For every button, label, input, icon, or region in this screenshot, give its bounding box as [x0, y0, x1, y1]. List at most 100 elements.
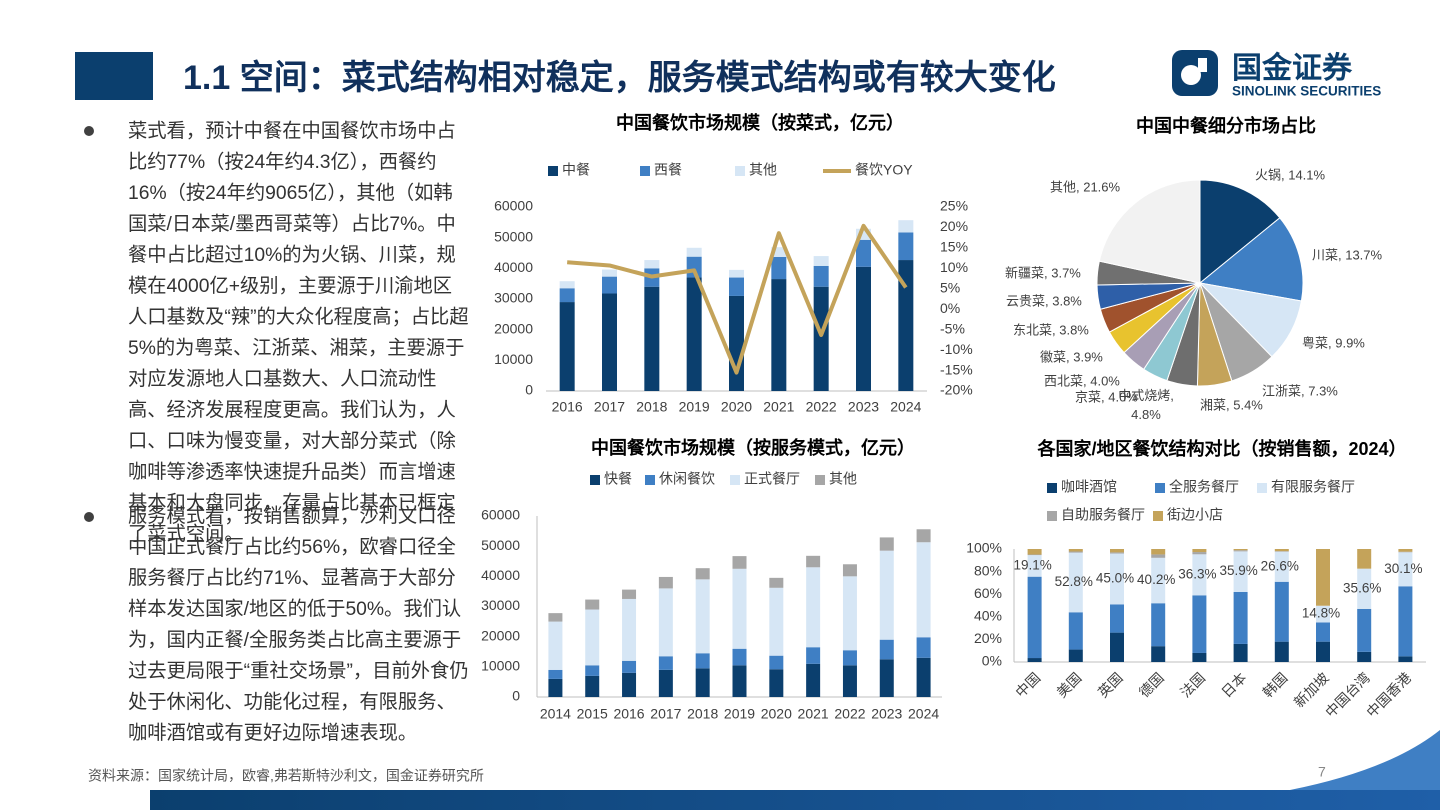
bar-segment: [879, 639, 894, 660]
bullet-text: 服务模式看，按销售额算，沙利文口径中国正式餐厅占比约56%，欧睿口径全服务餐厅占…: [128, 506, 469, 744]
x-tick-label: 中国: [1012, 669, 1043, 700]
logo-name: 国金证券: [1232, 51, 1353, 85]
x-tick-label: 2023: [848, 399, 879, 415]
bar-segment: [1110, 552, 1124, 554]
bullet-dot: [84, 126, 94, 136]
legend-swatch: [548, 166, 558, 176]
bar-segment: [1068, 552, 1083, 613]
bar-segment: [1151, 549, 1166, 555]
y2-tick-label: 0%: [940, 300, 960, 316]
legend-swatch: [815, 475, 825, 485]
bar-segment: [1151, 554, 1166, 558]
bar-segment: [602, 276, 617, 294]
bullet-text: 菜式看，预计中餐在中国餐饮市场中占比约77%（按24年约4.3亿），西餐约16%…: [128, 121, 469, 545]
logo-icon-mark: [1181, 65, 1201, 85]
bar-segment: [622, 672, 637, 697]
bar-segment: [916, 542, 931, 638]
bar-segment: [769, 669, 784, 697]
bar-segment: [879, 550, 894, 640]
bar-segment: [1068, 649, 1083, 662]
x-tick-label: 韩国: [1259, 669, 1290, 700]
data-label: 52.8%: [1055, 574, 1093, 589]
header-block: [75, 52, 153, 100]
bar-segment: [1110, 553, 1124, 605]
bar-segment: [1398, 552, 1413, 587]
bar-segment: [898, 232, 914, 261]
bar-segment: [1151, 603, 1166, 647]
x-tick-label: 2014: [540, 706, 571, 722]
slice-label: 火锅, 14.1%: [1255, 167, 1326, 182]
y2-tick-label: -5%: [940, 320, 965, 336]
y2-tick-label: 20%: [940, 218, 968, 234]
y-tick-label: 60%: [974, 585, 1002, 601]
bar-segment: [548, 669, 563, 679]
y2-tick-label: -15%: [940, 361, 973, 377]
y-tick-label: 10000: [494, 351, 533, 367]
x-tick-label: 2021: [798, 706, 829, 722]
bar-segment: [898, 220, 914, 233]
bar-segment: [602, 269, 617, 277]
bar-segment: [813, 286, 829, 391]
bar-segment: [916, 529, 931, 543]
pie-slice: [1198, 217, 1304, 302]
pie-slice: [1098, 179, 1201, 284]
bar-segment: [602, 293, 617, 391]
bar-segment: [898, 260, 914, 391]
legend-swatch: [1153, 511, 1163, 521]
x-tick-label: 法国: [1177, 669, 1208, 700]
slice-label: 其他, 21.6%: [1050, 179, 1121, 194]
bar-segment: [622, 598, 637, 661]
pie-slice: [1199, 179, 1281, 285]
bar-segment: [686, 277, 702, 391]
bar-segment: [1027, 554, 1042, 556]
bar-segment: [1233, 549, 1248, 551]
bar-segment: [585, 675, 600, 697]
legend-label: 快餐: [604, 471, 632, 487]
bar-segment: [585, 665, 600, 676]
bar-segment: [1110, 604, 1124, 633]
bar-segment: [769, 577, 784, 588]
bar-segment: [1068, 551, 1083, 553]
y-tick-label: 0: [525, 382, 533, 398]
y-tick-label: 100%: [966, 540, 1002, 556]
x-tick-label: 中国台湾: [1322, 669, 1373, 720]
bar-segment: [856, 228, 871, 240]
data-label: 35.6%: [1343, 580, 1381, 595]
bar-segment: [842, 665, 857, 697]
bar-segment: [916, 657, 931, 697]
logo-icon-mark: [1198, 58, 1207, 72]
bar-segment: [1274, 581, 1289, 642]
x-tick-label: 2016: [613, 706, 644, 722]
bar-segment: [622, 660, 637, 673]
legend-swatch: [1047, 483, 1057, 493]
legend-swatch: [735, 166, 745, 176]
x-tick-label: 2017: [594, 399, 625, 415]
slice-label: 江浙菜, 7.3%: [1262, 383, 1338, 398]
x-tick-label: 2019: [724, 706, 755, 722]
y2-tick-label: 25%: [940, 198, 968, 214]
bar-segment: [1027, 576, 1042, 659]
slice-label: 粤菜, 9.9%: [1302, 335, 1365, 350]
legend-label: 其他: [749, 162, 777, 178]
bar-segment: [1274, 551, 1289, 552]
x-tick-label: 2023: [871, 706, 902, 722]
bar-segment: [1192, 554, 1207, 596]
slice-label: 川菜, 13.7%: [1312, 247, 1383, 262]
x-tick-label: 美国: [1053, 669, 1084, 700]
bar-segment: [548, 678, 563, 697]
slice-label: 西北菜, 4.0%: [1044, 373, 1120, 388]
bar-segment: [806, 647, 821, 664]
x-tick-label: 德国: [1136, 669, 1167, 700]
bar-segment: [658, 656, 673, 670]
bar-segment: [729, 269, 744, 278]
legend-swatch: [640, 166, 650, 176]
bar-segment: [658, 576, 673, 589]
y-tick-label: 10000: [481, 658, 520, 674]
bar-segment: [732, 568, 747, 649]
chart-title: 中国中餐细分市场占比: [1136, 115, 1316, 136]
bar-segment: [879, 537, 894, 551]
bar-segment: [806, 555, 821, 568]
bar-segment: [548, 613, 563, 622]
bar-segment: [1110, 632, 1124, 662]
bar-segment: [879, 659, 894, 697]
